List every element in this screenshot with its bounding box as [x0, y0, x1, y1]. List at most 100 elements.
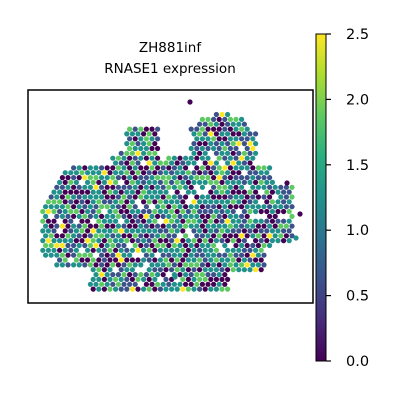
tissue-spot — [132, 175, 138, 181]
tissue-spot — [135, 238, 141, 244]
tissue-spot — [127, 184, 133, 190]
tissue-spot — [264, 238, 270, 244]
tissue-spot — [194, 262, 200, 268]
tissue-spot — [185, 179, 191, 185]
tissue-spot — [132, 223, 138, 229]
tissue-spot — [171, 155, 177, 161]
tissue-spot — [230, 121, 236, 127]
tissue-spot — [87, 252, 93, 258]
tissue-spot — [146, 160, 152, 166]
tissue-spot — [233, 194, 239, 200]
tissue-spot — [202, 228, 208, 234]
tissue-spot — [244, 252, 250, 258]
tissue-spot — [90, 276, 96, 282]
tissue-spot — [107, 199, 113, 205]
tissue-spot — [135, 257, 141, 263]
tissue-spot — [138, 165, 144, 171]
tissue-spot — [160, 281, 166, 287]
tissue-spot — [180, 257, 186, 263]
tissue-spot — [255, 184, 261, 190]
tissue-spot — [216, 272, 222, 278]
tissue-spot — [40, 228, 46, 234]
tissue-spot — [255, 242, 261, 249]
tissue-spot — [121, 155, 127, 161]
tissue-spot — [283, 204, 289, 210]
tissue-spot — [247, 160, 253, 166]
tissue-spot — [183, 194, 189, 200]
tissue-spot — [143, 145, 149, 152]
tissue-spot — [59, 204, 65, 210]
tissue-spot — [208, 121, 214, 127]
colorbar-tick-label: 2.0 — [346, 92, 369, 108]
tissue-spot — [79, 218, 85, 224]
tissue-spot — [143, 136, 149, 142]
tissue-spot — [244, 136, 250, 142]
tissue-spot — [68, 179, 74, 185]
tissue-spot — [113, 257, 119, 263]
tissue-spot — [110, 223, 116, 229]
tissue-spot — [264, 228, 270, 234]
tissue-spot — [121, 262, 127, 268]
tissue-spot — [202, 160, 208, 166]
tissue-spot — [87, 213, 93, 219]
tissue-spot — [127, 165, 133, 171]
tissue-spot — [211, 242, 217, 249]
tissue-spot — [169, 208, 175, 215]
tissue-spot — [191, 247, 197, 253]
tissue-spot — [171, 262, 177, 268]
tissue-spot — [99, 184, 105, 190]
tissue-spot — [230, 179, 236, 185]
tissue-spot — [152, 189, 158, 195]
tissue-spot — [241, 208, 247, 215]
tissue-spot — [96, 276, 102, 282]
tissue-spot — [141, 286, 147, 292]
tissue-spot — [253, 170, 259, 176]
tissue-spot — [152, 199, 158, 205]
tissue-spot — [138, 272, 144, 278]
tissue-spot — [222, 116, 228, 122]
tissue-spot — [205, 272, 211, 278]
tissue-spot — [244, 213, 250, 219]
tissue-spot — [183, 175, 189, 181]
tissue-spot — [138, 242, 144, 249]
tissue-spot — [241, 218, 247, 224]
tissue-spot — [183, 272, 189, 278]
tissue-spot — [225, 131, 231, 137]
tissue-spot — [138, 233, 144, 239]
tissue-spot — [146, 131, 152, 137]
tissue-spot — [127, 175, 133, 181]
tissue-spot — [160, 194, 166, 200]
tissue-spot — [160, 262, 166, 268]
tissue-spot — [219, 199, 225, 205]
tissue-spot — [73, 238, 79, 244]
tissue-spot — [208, 131, 214, 137]
tissue-spot — [99, 262, 105, 268]
tissue-spot — [213, 267, 219, 273]
tissue-spot — [129, 170, 135, 176]
tissue-spot — [208, 218, 214, 224]
tissue-spot — [233, 136, 239, 142]
tissue-spot — [213, 189, 219, 195]
tissue-spot — [171, 194, 177, 200]
tissue-spot — [110, 252, 116, 258]
tissue-spot — [208, 160, 214, 166]
tissue-spot — [219, 121, 225, 127]
tissue-spot — [216, 126, 222, 132]
tissue-spot — [225, 247, 231, 253]
tissue-spot — [129, 179, 135, 185]
tissue-spot — [101, 189, 107, 195]
tissue-spot — [174, 257, 180, 263]
tissue-spot — [225, 150, 231, 156]
tissue-spot — [129, 141, 135, 147]
tissue-spot — [169, 179, 175, 185]
tissue-spot — [247, 170, 253, 176]
tissue-spot — [255, 194, 261, 200]
tissue-spot — [132, 272, 138, 278]
tissue-spot — [225, 160, 231, 166]
tissue-spot — [132, 126, 138, 132]
tissue-spot — [118, 170, 124, 176]
tissue-spot — [250, 233, 256, 239]
tissue-spot — [236, 150, 242, 156]
tissue-spot — [278, 223, 284, 229]
tissue-spot — [286, 218, 292, 224]
